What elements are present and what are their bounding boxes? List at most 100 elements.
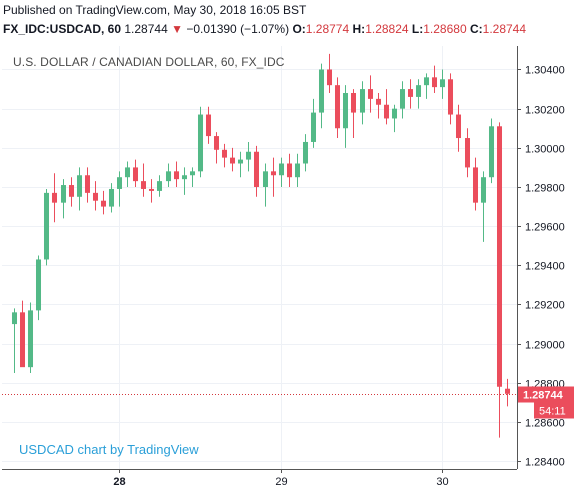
candle-body	[488, 126, 495, 178]
low-label: L:	[411, 22, 424, 36]
last-price-marker: 1.28744 54:11	[2, 386, 574, 419]
y-tick-label: 1.29600	[525, 222, 565, 234]
candle-body	[407, 89, 414, 97]
candle-body	[447, 79, 454, 115]
candle-body	[375, 98, 382, 105]
candle-body	[391, 108, 398, 119]
low-value: 1.28680	[423, 22, 467, 36]
high-value: 1.28824	[365, 22, 409, 36]
candle-body	[294, 163, 301, 178]
candle-body	[423, 77, 430, 86]
grid	[2, 46, 517, 469]
y-tick-label: 1.30400	[525, 65, 565, 77]
time-axis[interactable]: 28 29 30	[2, 469, 517, 488]
last-price-box	[518, 386, 574, 403]
candle-body	[253, 151, 260, 187]
candle-body	[415, 85, 422, 97]
countdown-label: 54:11	[539, 406, 566, 418]
candle-body	[108, 188, 115, 207]
plot-background	[2, 46, 517, 469]
candle-body	[68, 185, 75, 197]
candle-body	[60, 185, 67, 203]
candle-body	[229, 157, 236, 164]
candle-body	[431, 77, 438, 88]
quote-line: FX_IDC:USDCAD, 60 1.28744 ▼ −0.01390 (−1…	[3, 22, 526, 36]
candle-body	[156, 181, 163, 191]
candle-body	[439, 79, 446, 88]
candle-body	[262, 171, 269, 187]
close-value: 1.28744	[482, 22, 527, 36]
candle-body	[278, 163, 285, 176]
candle-body	[51, 192, 58, 203]
candle-body	[11, 312, 18, 325]
candle-body	[35, 259, 42, 311]
candle-body	[359, 89, 366, 113]
candle-body	[165, 171, 172, 182]
y-tick-label: 1.30000	[525, 144, 565, 156]
symbol-label[interactable]: FX_IDC:USDCAD, 60	[3, 22, 122, 36]
candle-body	[197, 114, 204, 172]
candle-body	[140, 181, 147, 189]
candle-body	[270, 171, 277, 176]
change-value: −0.01390 (−1.07%)	[186, 22, 290, 36]
y-tick-label: 1.29400	[525, 261, 565, 273]
y-tick-label: 1.29200	[525, 300, 565, 312]
x-tick-label: 28	[113, 476, 125, 488]
chart-title: U.S. DOLLAR / CANADIAN DOLLAR, 60, FX_ID…	[13, 55, 285, 69]
chart-header: Published on TradingView.com, May 30, 20…	[0, 0, 577, 46]
candle-body	[124, 167, 131, 178]
y-tick-label: 1.29000	[525, 340, 565, 352]
candle-body	[19, 312, 26, 368]
candle-body	[496, 126, 503, 387]
y-tick-label: 1.29800	[525, 183, 565, 195]
y-tick-label: 1.28400	[525, 457, 565, 469]
candle-body	[148, 188, 155, 191]
open-value: 1.28774	[305, 22, 350, 36]
candle-body	[221, 149, 228, 158]
candle-body	[310, 112, 317, 142]
candle-body	[173, 171, 180, 180]
candle-body	[84, 175, 91, 193]
x-tick-label: 29	[275, 476, 287, 488]
candle-body	[205, 114, 212, 137]
last-price: 1.28744	[124, 22, 168, 36]
candle-body	[504, 388, 511, 394]
candle-body	[116, 177, 123, 189]
candle-body	[383, 104, 390, 119]
candle-body	[286, 163, 293, 178]
candlestick-chart[interactable]: 1.30400 1.30200 1.30000 1.29800 1.29600 1.294…	[2, 46, 576, 496]
candle-body	[27, 310, 34, 368]
candle-body	[367, 89, 374, 99]
change-down-icon: ▼	[171, 22, 183, 36]
candle-body	[76, 175, 83, 197]
candle-body	[334, 85, 341, 129]
countdown-box	[534, 402, 574, 419]
watermark-label[interactable]: USDCAD chart by TradingView	[19, 442, 199, 457]
candle-body	[213, 136, 220, 150]
candle-body	[132, 167, 139, 182]
candle-body	[302, 141, 309, 164]
candle-body	[480, 177, 487, 203]
candle-body	[472, 167, 479, 203]
chart-panel[interactable]: 1.30400 1.30200 1.30000 1.29800 1.29600 1.294…	[2, 46, 576, 496]
candle-body	[181, 175, 188, 180]
candle-body	[399, 89, 406, 109]
open-label: O:	[292, 22, 306, 36]
candle-body	[92, 192, 99, 201]
candle-body	[342, 93, 349, 129]
last-price-label: 1.28744	[523, 390, 564, 402]
candle-body	[455, 114, 462, 139]
candle-body	[100, 200, 107, 207]
published-info: Published on TradingView.com, May 30, 20…	[3, 3, 307, 17]
candle-body	[237, 159, 244, 164]
y-tick-label: 1.28600	[525, 418, 565, 430]
candle-body	[464, 138, 471, 168]
candle-body	[189, 171, 196, 176]
x-tick-label: 30	[436, 476, 448, 488]
y-tick-label: 1.30200	[525, 105, 565, 117]
candle-body	[245, 151, 252, 160]
candle-body	[326, 69, 333, 86]
high-label: H:	[352, 22, 366, 36]
candle-body	[43, 192, 50, 260]
candles	[11, 53, 511, 438]
